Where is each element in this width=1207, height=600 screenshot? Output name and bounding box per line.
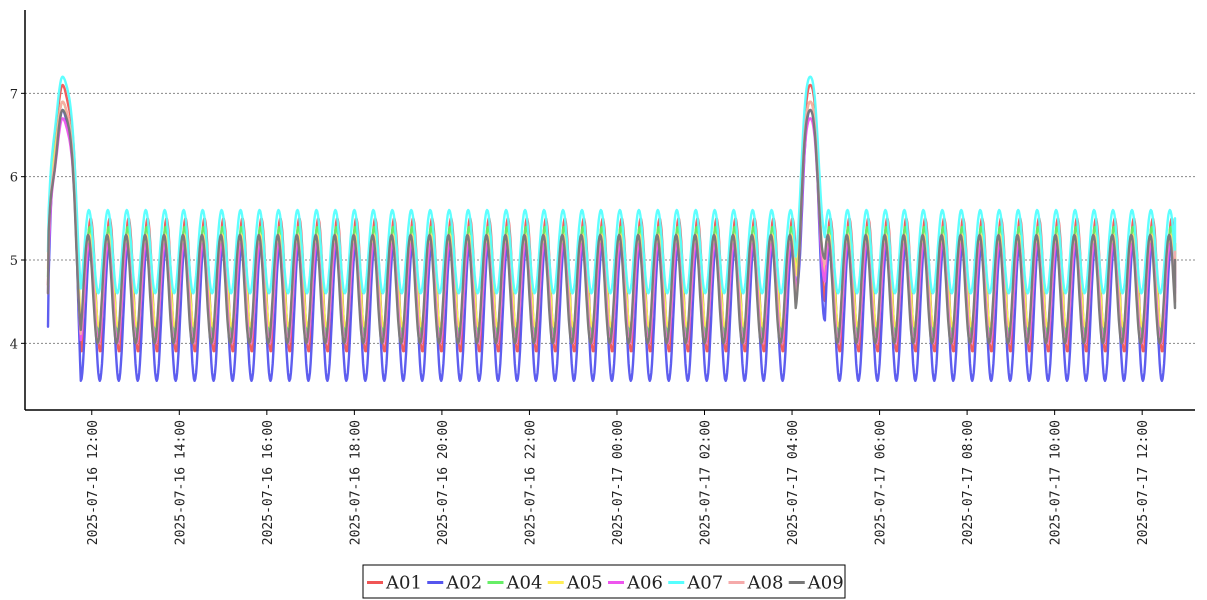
- legend-label: A08: [747, 573, 784, 594]
- legend-item: A08: [728, 573, 784, 594]
- x-tick-label: 2025-07-16 22:00: [523, 420, 538, 545]
- x-tick-label: 2025-07-17 00:00: [611, 420, 626, 545]
- x-tick-label: 2025-07-16 20:00: [436, 420, 451, 545]
- legend-item: A06: [608, 573, 663, 594]
- legend-item: A09: [788, 573, 844, 594]
- x-tick-label: 2025-07-17 08:00: [961, 420, 976, 545]
- legend-label: A02: [445, 573, 482, 594]
- x-tick-label: 2025-07-17 12:00: [1136, 420, 1151, 545]
- x-axis-ticks: 2025-07-16 12:00 2025-07-16 14:00 2025-07-…: [86, 410, 1151, 545]
- x-tick-label: 2025-07-17 04:00: [786, 420, 801, 545]
- y-axis-ticks: 4 5 6 7: [10, 87, 25, 352]
- legend: A01 A02 A04 A05 A06 A07 A08 A09: [362, 564, 846, 599]
- x-tick-label: 2025-07-16 12:00: [86, 420, 101, 545]
- x-tick-label: 2025-07-16 18:00: [348, 420, 363, 545]
- x-tick-label: 2025-07-17 02:00: [699, 420, 714, 545]
- legend-label: A05: [566, 573, 603, 594]
- y-tick-label: 7: [10, 87, 18, 102]
- legend-label: A07: [686, 573, 723, 594]
- legend-label: A04: [506, 573, 543, 594]
- legend-box: [362, 564, 846, 599]
- x-tick-label: 2025-07-16 14:00: [173, 420, 188, 545]
- legend-item: A04: [487, 573, 543, 594]
- y-tick-label: 6: [10, 171, 18, 186]
- y-tick-label: 5: [10, 254, 18, 269]
- x-tick-label: 2025-07-16 16:00: [261, 420, 276, 545]
- legend-label: A06: [626, 573, 663, 594]
- legend-item: A02: [427, 573, 482, 594]
- series-line-a09: [46, 108, 1177, 345]
- legend-label: A09: [807, 573, 844, 594]
- x-tick-label: 2025-07-17 10:00: [1049, 420, 1064, 545]
- series-line-a07: [46, 75, 1177, 295]
- legend-label: A01: [385, 573, 422, 594]
- y-tick-label: 4: [10, 337, 18, 352]
- legend-item: A05: [547, 573, 603, 594]
- x-tick-label: 2025-07-17 06:00: [874, 420, 889, 545]
- series-line-a06: [46, 117, 1177, 345]
- legend-item: A01: [367, 573, 422, 594]
- legend-item: A07: [668, 573, 723, 594]
- series-lines: [46, 75, 1177, 382]
